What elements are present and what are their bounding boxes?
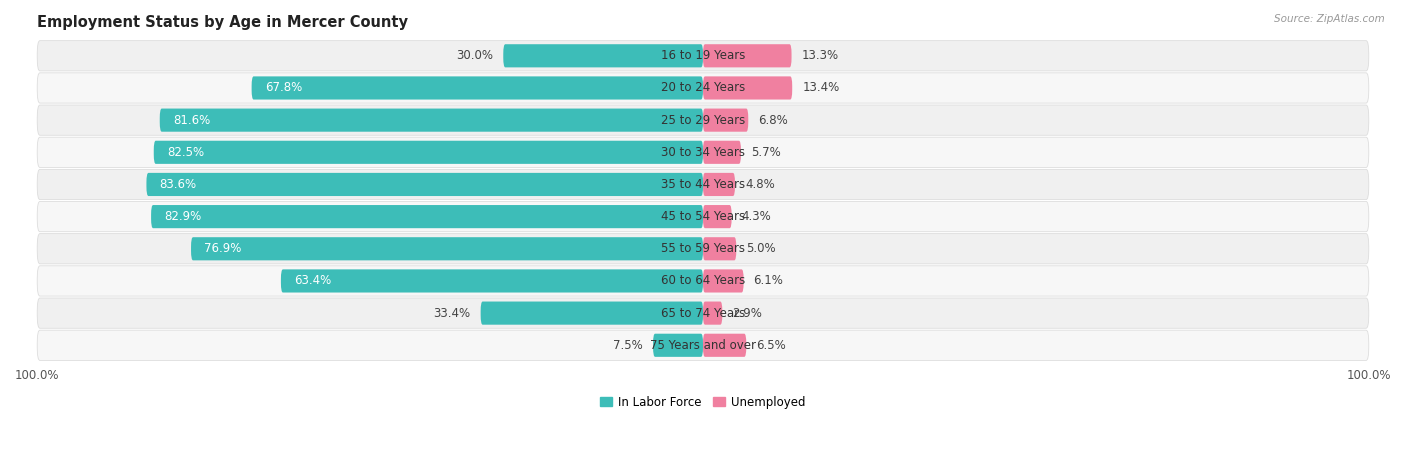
Text: 75 Years and over: 75 Years and over [650, 339, 756, 352]
Text: 65 to 74 Years: 65 to 74 Years [661, 306, 745, 320]
Text: 81.6%: 81.6% [173, 114, 211, 126]
Text: 6.1%: 6.1% [754, 274, 783, 288]
Text: 25 to 29 Years: 25 to 29 Years [661, 114, 745, 126]
Text: 63.4%: 63.4% [294, 274, 332, 288]
FancyBboxPatch shape [146, 173, 703, 196]
Text: 45 to 54 Years: 45 to 54 Years [661, 210, 745, 223]
Text: 4.3%: 4.3% [741, 210, 772, 223]
Text: 2.9%: 2.9% [733, 306, 762, 320]
FancyBboxPatch shape [252, 76, 703, 99]
Text: 30.0%: 30.0% [457, 50, 494, 62]
Text: 5.7%: 5.7% [751, 146, 780, 159]
Text: 76.9%: 76.9% [204, 242, 242, 255]
FancyBboxPatch shape [503, 44, 703, 68]
FancyBboxPatch shape [150, 205, 703, 228]
FancyBboxPatch shape [652, 334, 703, 357]
FancyBboxPatch shape [703, 141, 741, 164]
FancyBboxPatch shape [703, 108, 748, 132]
FancyBboxPatch shape [703, 173, 735, 196]
Text: 6.5%: 6.5% [756, 339, 786, 352]
FancyBboxPatch shape [37, 105, 1369, 135]
Text: 35 to 44 Years: 35 to 44 Years [661, 178, 745, 191]
FancyBboxPatch shape [37, 266, 1369, 296]
FancyBboxPatch shape [703, 44, 792, 68]
Text: 4.8%: 4.8% [745, 178, 775, 191]
Text: 13.4%: 13.4% [803, 81, 839, 94]
Text: 20 to 24 Years: 20 to 24 Years [661, 81, 745, 94]
FancyBboxPatch shape [191, 237, 703, 261]
Legend: In Labor Force, Unemployed: In Labor Force, Unemployed [600, 396, 806, 409]
FancyBboxPatch shape [703, 76, 792, 99]
FancyBboxPatch shape [37, 298, 1369, 328]
FancyBboxPatch shape [153, 141, 703, 164]
Text: Source: ZipAtlas.com: Source: ZipAtlas.com [1274, 14, 1385, 23]
Text: 82.5%: 82.5% [167, 146, 204, 159]
Text: 7.5%: 7.5% [613, 339, 643, 352]
Text: 16 to 19 Years: 16 to 19 Years [661, 50, 745, 62]
Text: 82.9%: 82.9% [165, 210, 201, 223]
FancyBboxPatch shape [37, 73, 1369, 103]
Text: 30 to 34 Years: 30 to 34 Years [661, 146, 745, 159]
FancyBboxPatch shape [703, 334, 747, 357]
FancyBboxPatch shape [37, 330, 1369, 360]
FancyBboxPatch shape [703, 205, 731, 228]
FancyBboxPatch shape [37, 234, 1369, 264]
Text: 13.3%: 13.3% [801, 50, 838, 62]
FancyBboxPatch shape [703, 302, 723, 325]
Text: 55 to 59 Years: 55 to 59 Years [661, 242, 745, 255]
Text: Employment Status by Age in Mercer County: Employment Status by Age in Mercer Count… [37, 15, 408, 30]
Text: 5.0%: 5.0% [747, 242, 776, 255]
FancyBboxPatch shape [703, 237, 737, 261]
FancyBboxPatch shape [37, 169, 1369, 199]
FancyBboxPatch shape [37, 40, 1369, 71]
FancyBboxPatch shape [37, 137, 1369, 167]
FancyBboxPatch shape [481, 302, 703, 325]
Text: 33.4%: 33.4% [433, 306, 471, 320]
FancyBboxPatch shape [281, 270, 703, 293]
Text: 6.8%: 6.8% [758, 114, 787, 126]
Text: 83.6%: 83.6% [160, 178, 197, 191]
FancyBboxPatch shape [703, 270, 744, 293]
Text: 60 to 64 Years: 60 to 64 Years [661, 274, 745, 288]
FancyBboxPatch shape [37, 202, 1369, 232]
FancyBboxPatch shape [160, 108, 703, 132]
Text: 67.8%: 67.8% [264, 81, 302, 94]
